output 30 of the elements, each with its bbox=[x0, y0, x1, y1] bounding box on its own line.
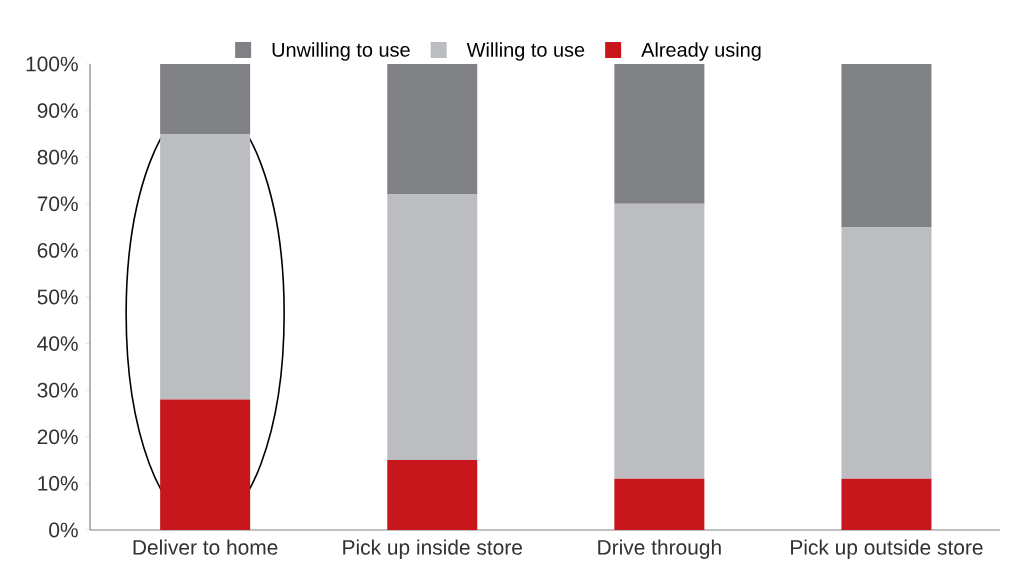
y-tick-label: 0% bbox=[49, 522, 78, 538]
bar bbox=[841, 227, 932, 479]
bar bbox=[387, 460, 478, 530]
y-tick-label: 90% bbox=[37, 103, 78, 118]
y-tick-label: 100% bbox=[26, 56, 78, 72]
bar bbox=[387, 194, 478, 461]
y-tick-label: 50% bbox=[37, 289, 78, 305]
x-tick-label: Deliver to home bbox=[133, 539, 278, 555]
y-tick-label: 70% bbox=[37, 196, 78, 212]
bar bbox=[614, 63, 705, 204]
legend-label: Unwilling to use bbox=[272, 42, 410, 61]
y-tick-label: 80% bbox=[37, 149, 78, 165]
x-tick-label: Pick up inside store bbox=[343, 539, 522, 559]
y-tick-label: 30% bbox=[37, 382, 78, 398]
legend-label: Already using bbox=[641, 42, 761, 61]
x-tick-label: Drive through bbox=[598, 539, 721, 559]
x-tick-label: Pick up outside store bbox=[791, 539, 983, 559]
bar bbox=[387, 63, 478, 195]
legend-label: Willing to use bbox=[466, 42, 585, 61]
y-tick-label: 60% bbox=[37, 242, 78, 258]
y-tick-label: 10% bbox=[38, 475, 78, 491]
bar bbox=[160, 133, 251, 400]
bar bbox=[614, 478, 705, 530]
y-tick-label: 40% bbox=[37, 336, 78, 351]
bar bbox=[160, 63, 251, 134]
y-tick-label: 20% bbox=[37, 429, 78, 445]
bar bbox=[614, 203, 705, 479]
bar bbox=[841, 478, 932, 530]
bar bbox=[841, 63, 932, 228]
bar bbox=[160, 399, 251, 530]
